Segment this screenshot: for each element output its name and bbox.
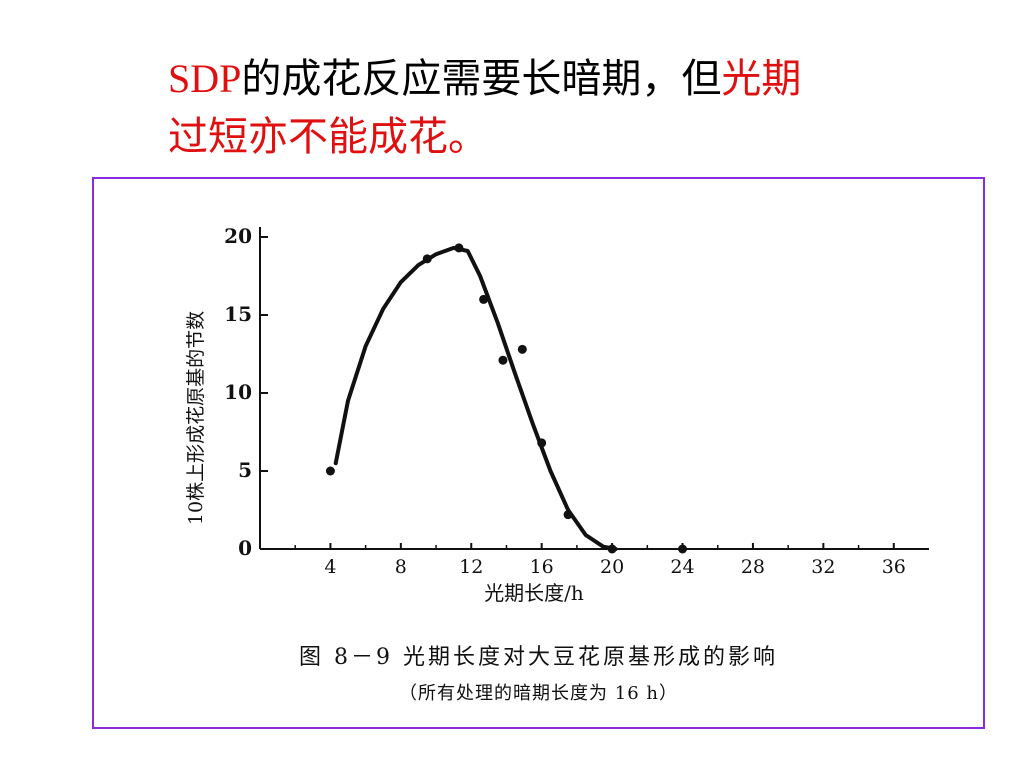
- data-point: [454, 243, 464, 253]
- title-sdp: SDP: [168, 56, 242, 101]
- x-tick-label: 32: [811, 556, 835, 578]
- x-axis-title: 光期长度/h: [484, 581, 584, 605]
- title-text-2: 过短亦不能成花。: [168, 114, 488, 160]
- data-point: [678, 544, 688, 554]
- data-point: [563, 510, 573, 520]
- title-text-1: 的成花反应需要长暗期，但: [241, 56, 722, 102]
- y-tick-label: 0: [238, 536, 252, 560]
- x-tick-label: 28: [741, 556, 765, 578]
- figure-frame: 10株上形成花原基的节数 光期长度/h 4 8 12 16 20 24 28 32 36 0 5 10…: [92, 177, 985, 729]
- data-point: [498, 355, 508, 365]
- data-point: [607, 544, 617, 554]
- x-tick-label: 24: [670, 556, 694, 578]
- x-tick-label: 4: [324, 556, 336, 578]
- figure-caption: 图 8－9 光期长度对大豆花原基形成的影响: [299, 645, 778, 670]
- x-tick-label: 36: [882, 556, 906, 578]
- data-point: [537, 438, 547, 448]
- y-tick-label: 5: [238, 458, 252, 482]
- data-point: [422, 254, 432, 264]
- y-tick-label: 10: [224, 380, 252, 404]
- figure-subcaption: （所有处理的暗期长度为 16 h）: [399, 683, 678, 704]
- x-tick-label: 8: [395, 556, 407, 578]
- x-tick-label: 12: [459, 556, 483, 578]
- data-point: [325, 466, 335, 476]
- title-highlight: 光期: [721, 56, 802, 102]
- chart-layer: 4 8 12 16 20 24 28 32 36 0 5 10 15 20: [224, 224, 929, 578]
- data-point: [479, 294, 489, 304]
- chart: 10株上形成花原基的节数 光期长度/h 4 8 12 16 20 24 28 32 36 0 5 10…: [185, 224, 929, 605]
- y-axis-title-group: 10株上形成花原基的节数: [185, 311, 207, 525]
- y-axis-title: 10株上形成花原基的节数: [185, 311, 207, 525]
- x-tick-label: 20: [600, 556, 624, 578]
- x-tick-label: 16: [530, 556, 554, 578]
- data-point: [517, 344, 527, 354]
- y-tick-label: 15: [224, 302, 252, 326]
- fit-curve: [333, 245, 618, 551]
- slide-title: SDP的成花反应需要长暗期，但光期过短亦不能成花。: [168, 50, 928, 166]
- y-tick-label: 20: [224, 224, 252, 248]
